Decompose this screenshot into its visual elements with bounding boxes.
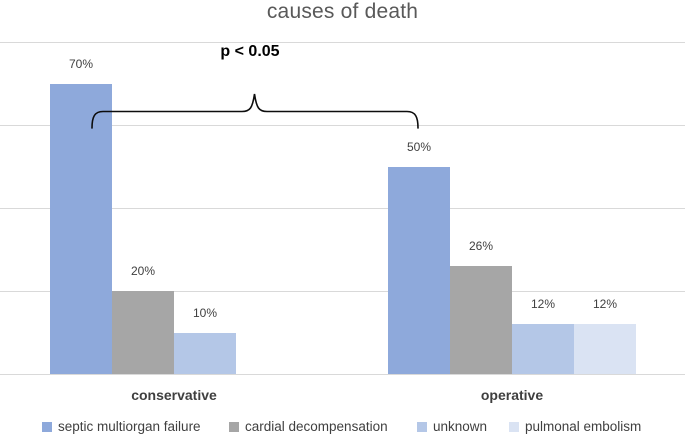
legend-item-unknown: unknown: [417, 419, 487, 434]
legend-label: pulmonal embolism: [525, 419, 642, 434]
gridline: [0, 374, 685, 375]
gridline: [0, 208, 685, 209]
bar-operative-cardial-decompensation: [450, 266, 512, 374]
bar-value-label: 12%: [592, 297, 618, 312]
bar-value-label: 26%: [468, 239, 494, 254]
legend-label: cardial decompensation: [245, 419, 388, 434]
legend-label: unknown: [433, 419, 488, 434]
bar-conservative-unknown: [174, 332, 236, 374]
category-label-conservative: conservative: [131, 387, 217, 403]
p-value-label: p < 0.05: [220, 43, 280, 60]
bar-operative-unknown: [512, 324, 574, 374]
legend-swatch-septic-multiorgan-failure: [42, 421, 52, 432]
legend-label: septic multiorgan failure: [58, 419, 201, 434]
legend-swatch-unknown: [417, 421, 427, 432]
gridline: [0, 42, 685, 43]
legend-item-cardial-decompensation: cardial decompensation: [229, 419, 388, 434]
category-label-operative: operative: [480, 387, 544, 403]
bar-value-label: 20%: [130, 264, 156, 278]
bar-operative-pulmonal-embolism: [574, 324, 636, 374]
bar-conservative-cardial-decompensation: [112, 291, 174, 374]
bar-value-label: 10%: [192, 305, 218, 320]
bar-operative-septic-multiorgan-failure: [388, 166, 450, 374]
bar-value-label: 50%: [406, 139, 432, 154]
chart-title: causes of death: [266, 0, 419, 23]
bar-value-label: 12%: [530, 297, 556, 312]
bar-conservative-septic-multiorgan-failure: [50, 83, 112, 374]
bar-value-label: 70%: [68, 56, 94, 71]
legend-item-pulmonal-embolism: pulmonal embolism: [509, 419, 641, 434]
legend-item-septic-multiorgan-failure: septic multiorgan failure: [42, 419, 201, 434]
legend-swatch-pulmonal-embolism: [509, 421, 519, 432]
legend-swatch-cardial-decompensation: [229, 421, 239, 432]
gridline: [0, 291, 685, 292]
